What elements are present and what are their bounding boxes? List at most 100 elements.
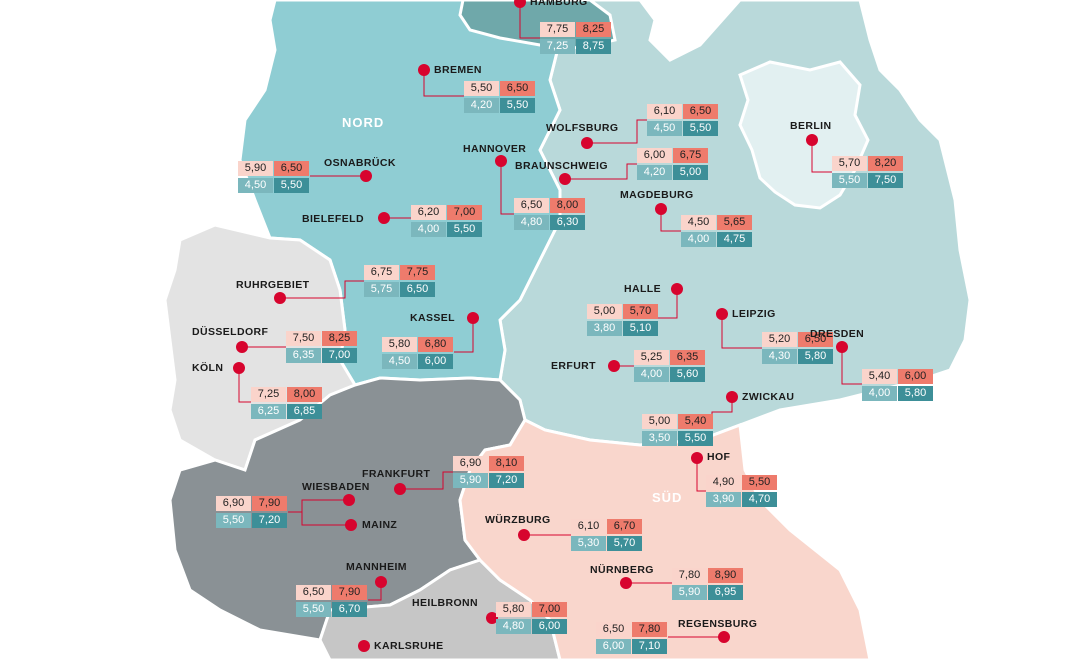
city-marker-braunschweig[interactable] xyxy=(559,173,571,185)
city-marker-wuerzburg[interactable] xyxy=(518,529,530,541)
city-label-nuernberg: NÜRNBERG xyxy=(590,564,654,576)
city-label-leipzig: LEIPZIG xyxy=(732,308,776,320)
value-low-a: 4,90 xyxy=(706,475,741,490)
value-high-a: 6,50 xyxy=(274,161,309,176)
value-high-b: 5,50 xyxy=(678,431,713,446)
region-label-sued: SÜD xyxy=(652,490,683,505)
value-low-a: 6,10 xyxy=(571,519,606,534)
connector-koeln xyxy=(238,368,251,403)
value-high-b: 5,80 xyxy=(798,349,833,364)
value-high-a: 8,25 xyxy=(322,331,357,346)
value-low-b: 4,80 xyxy=(496,619,531,634)
connector-kassel xyxy=(454,318,474,353)
value-high-a: 8,25 xyxy=(576,22,611,37)
city-label-hof: HOF xyxy=(707,451,731,463)
value-high-b: 6,95 xyxy=(708,585,743,600)
value-high-b: 4,75 xyxy=(717,232,752,247)
city-marker-dresden[interactable] xyxy=(836,341,848,353)
value-low-a: 6,50 xyxy=(596,622,631,637)
value-box-osnabrueck: 5,90 6,50 4,50 5,50 xyxy=(238,161,310,193)
city-label-wiesbaden: WIESBADEN xyxy=(302,481,370,493)
value-high-a: 6,50 xyxy=(500,81,535,96)
value-box-zwickau: 5,00 5,40 3,50 5,50 xyxy=(642,414,714,446)
city-marker-leipzig[interactable] xyxy=(716,308,728,320)
city-marker-nuernberg[interactable] xyxy=(620,577,632,589)
city-marker-wiesbaden[interactable] xyxy=(343,494,355,506)
value-low-b: 4,20 xyxy=(637,165,672,180)
city-marker-berlin[interactable] xyxy=(806,134,818,146)
value-low-b: 5,50 xyxy=(832,173,867,188)
city-marker-zwickau[interactable] xyxy=(726,391,738,403)
value-low-b: 6,00 xyxy=(596,639,631,654)
value-box-braunschweig: 6,00 6,75 4,20 5,00 xyxy=(637,148,709,180)
value-high-a: 6,50 xyxy=(798,332,833,347)
value-box-mannheim: 6,50 7,90 5,50 6,70 xyxy=(296,585,368,617)
city-marker-erfurt[interactable] xyxy=(608,360,620,372)
value-low-a: 5,90 xyxy=(238,161,273,176)
value-high-b: 6,00 xyxy=(418,354,453,369)
city-label-erfurt: ERFURT xyxy=(551,360,596,372)
connector-magdeburg xyxy=(660,209,681,232)
value-high-a: 8,00 xyxy=(550,198,585,213)
value-box-koeln: 7,25 8,00 6,25 6,85 xyxy=(251,387,323,419)
city-marker-bremen[interactable] xyxy=(418,64,430,76)
value-box-nuernberg: 7,80 8,90 5,90 6,95 xyxy=(672,568,744,600)
city-marker-regensburg[interactable] xyxy=(718,631,730,643)
connector-berlin xyxy=(811,140,832,173)
value-high-b: 7,50 xyxy=(868,173,903,188)
value-low-a: 7,25 xyxy=(251,387,286,402)
value-high-a: 7,75 xyxy=(400,265,435,280)
value-box-heilbronn: 5,80 7,00 4,80 6,00 xyxy=(496,602,568,634)
value-high-b: 5,70 xyxy=(607,536,642,551)
city-marker-mannheim[interactable] xyxy=(375,576,387,588)
city-marker-karlsruhe[interactable] xyxy=(358,640,370,652)
connector-halle xyxy=(657,289,678,319)
city-marker-hof[interactable] xyxy=(691,452,703,464)
city-marker-ruhrgebiet[interactable] xyxy=(274,292,286,304)
value-high-b: 6,85 xyxy=(287,404,322,419)
value-low-b: 4,50 xyxy=(238,178,273,193)
value-high-a: 8,90 xyxy=(708,568,743,583)
value-box-bremen: 5,50 6,50 4,20 5,50 xyxy=(464,81,536,113)
city-marker-koeln[interactable] xyxy=(233,362,245,374)
value-box-wuerzburg: 6,10 6,70 5,30 5,70 xyxy=(571,519,643,551)
value-high-b: 5,80 xyxy=(898,386,933,401)
city-label-berlin: BERLIN xyxy=(790,120,832,132)
value-low-a: 6,75 xyxy=(364,265,399,280)
value-box-berlin: 5,70 8,20 5,50 7,50 xyxy=(832,156,904,188)
city-label-ruhrgebiet: RUHRGEBIET xyxy=(236,279,310,291)
connector-leipzig xyxy=(721,314,762,349)
city-label-koeln: KÖLN xyxy=(192,362,224,374)
city-marker-frankfurt[interactable] xyxy=(394,483,406,495)
value-low-b: 3,80 xyxy=(587,321,622,336)
city-marker-osnabrueck[interactable] xyxy=(360,170,372,182)
city-marker-wolfsburg[interactable] xyxy=(581,137,593,149)
value-low-b: 5,50 xyxy=(296,602,331,617)
value-high-a: 5,40 xyxy=(678,414,713,429)
city-marker-kassel[interactable] xyxy=(467,312,479,324)
value-low-a: 5,40 xyxy=(862,369,897,384)
city-marker-bielefeld[interactable] xyxy=(378,212,390,224)
city-marker-hannover[interactable] xyxy=(495,155,507,167)
city-marker-heilbronn[interactable] xyxy=(486,612,498,624)
value-high-a: 6,50 xyxy=(683,104,718,119)
value-low-a: 7,80 xyxy=(672,568,707,583)
connector-frankfurt xyxy=(400,471,453,490)
value-low-b: 3,50 xyxy=(642,431,677,446)
value-high-a: 5,50 xyxy=(742,475,777,490)
city-marker-duesseldorf[interactable] xyxy=(236,341,248,353)
city-marker-mainz[interactable] xyxy=(345,519,357,531)
city-marker-halle[interactable] xyxy=(671,283,683,295)
value-box-kassel: 5,80 6,80 4,50 6,00 xyxy=(382,337,454,369)
value-low-b: 6,25 xyxy=(251,404,286,419)
city-marker-hamburg[interactable] xyxy=(514,0,526,8)
city-marker-magdeburg[interactable] xyxy=(655,203,667,215)
value-low-b: 5,90 xyxy=(672,585,707,600)
value-high-a: 5,65 xyxy=(717,215,752,230)
value-high-a: 6,35 xyxy=(670,350,705,365)
value-box-dresden: 5,40 6,00 4,00 5,80 xyxy=(862,369,934,401)
city-label-zwickau: ZWICKAU xyxy=(742,391,795,403)
city-label-karlsruhe: KARLSRUHE xyxy=(374,640,444,652)
value-high-a: 7,90 xyxy=(332,585,367,600)
